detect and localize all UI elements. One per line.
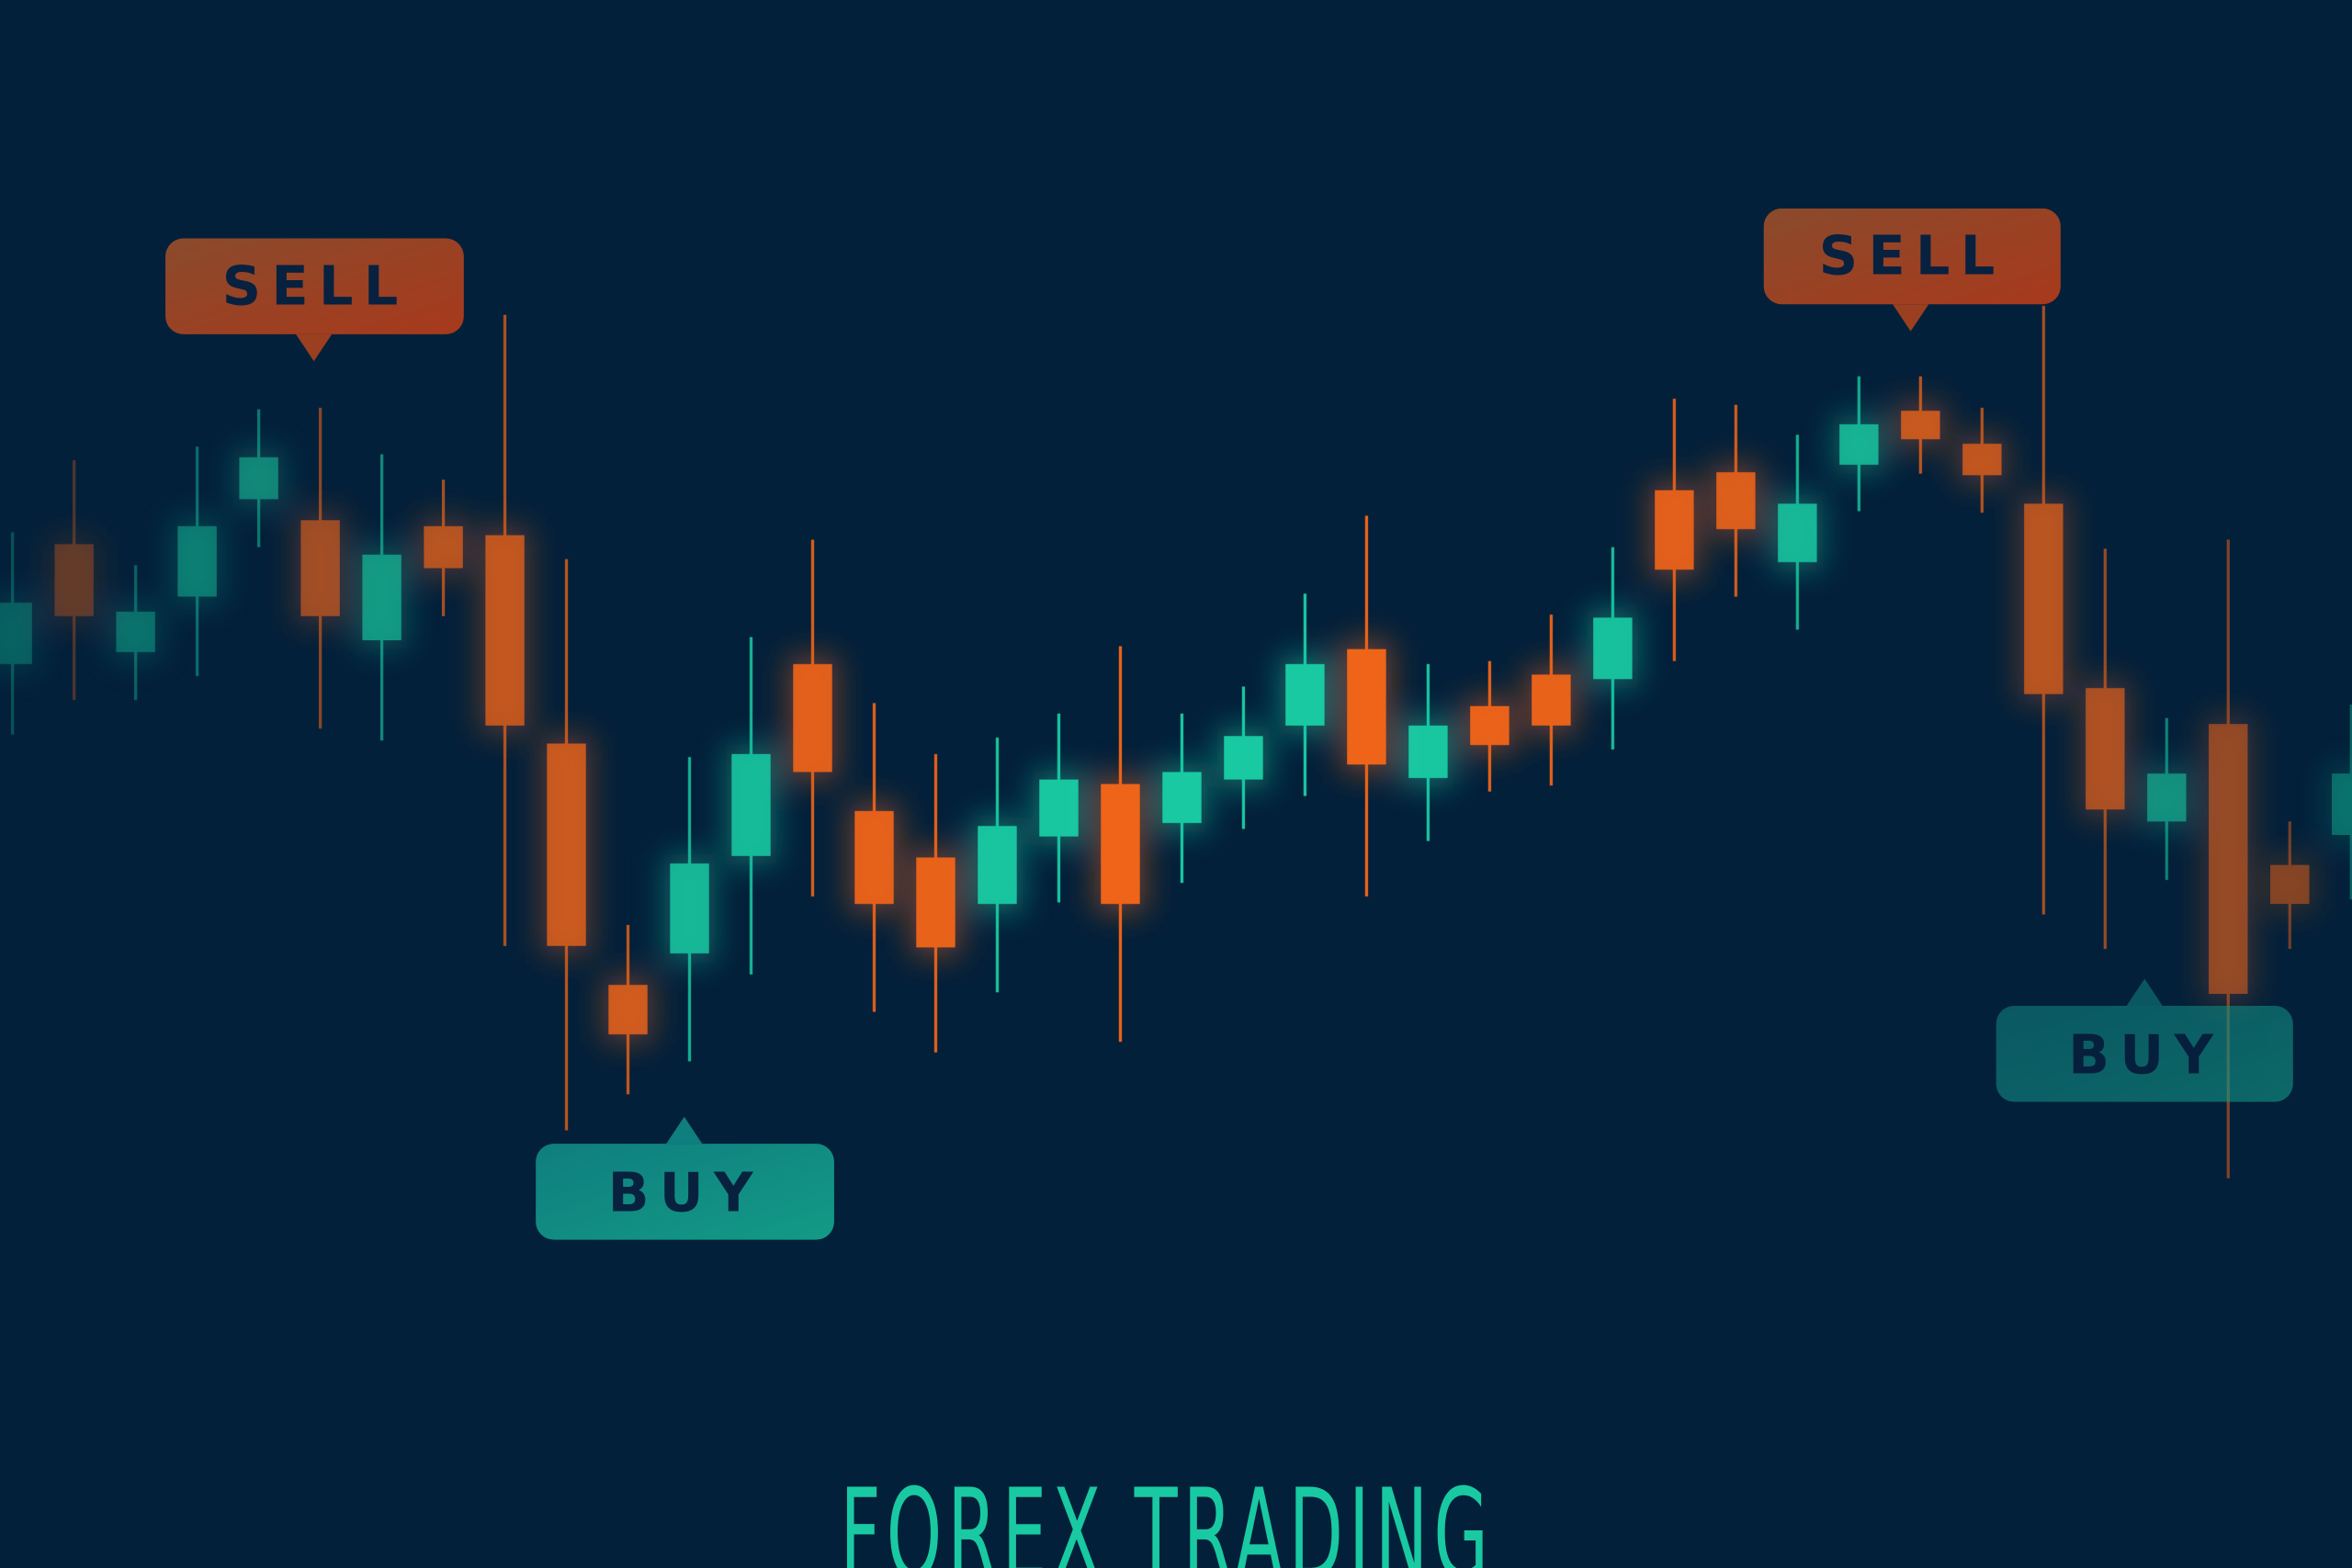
buy-label-text: BUY — [608, 1161, 763, 1224]
candle-body — [1716, 472, 1756, 530]
bearish-candle — [54, 460, 94, 701]
candle-body — [854, 810, 894, 905]
bullish-candle — [978, 737, 1017, 993]
bullish-candle — [1839, 376, 1879, 512]
candle-body — [547, 743, 586, 946]
candle-body — [1347, 649, 1386, 765]
candle-body — [2086, 688, 2125, 810]
bullish-candle — [2332, 705, 2352, 900]
candle-body — [2147, 773, 2187, 822]
candle-body — [1901, 411, 1940, 440]
candle-body — [2270, 864, 2310, 905]
bullish-candle — [1224, 686, 1263, 829]
candle-body — [0, 603, 32, 664]
candle-body — [793, 663, 832, 773]
candle-glow — [2325, 764, 2352, 844]
bullish-candle — [362, 454, 401, 741]
bullish-candle — [177, 446, 217, 677]
bearish-candle — [1532, 615, 1571, 786]
candle-body — [1962, 444, 2002, 476]
bearish-candle — [1655, 399, 1694, 661]
bearish-candle — [2086, 548, 2125, 950]
candle-glow — [2264, 855, 2316, 913]
page-title: FOREX TRADING — [840, 1462, 1494, 1568]
bullish-candle — [670, 757, 709, 1062]
sell-label-right: SELL — [1763, 208, 2061, 332]
bearish-candle — [1101, 646, 1140, 1043]
candle-body — [1839, 423, 1879, 465]
sell-label-text: SELL — [222, 254, 409, 317]
candle-body — [1655, 490, 1694, 570]
bearish-candle — [485, 314, 525, 946]
bearish-candle — [547, 558, 586, 1131]
candle-body — [1778, 503, 1817, 562]
candle-body — [731, 753, 771, 856]
bullish-candle — [1285, 593, 1325, 796]
bearish-candle — [608, 924, 648, 1095]
candle-body — [1101, 784, 1140, 905]
candle-body — [2024, 503, 2064, 694]
bearish-candle — [1716, 404, 1756, 597]
candle-body — [54, 544, 94, 616]
candle-body — [485, 535, 525, 726]
candle-body — [116, 611, 155, 652]
candle-glow — [109, 603, 162, 661]
bullish-candle — [239, 409, 278, 547]
bullish-candle — [1408, 663, 1448, 841]
bullish-candle — [2147, 717, 2187, 880]
candle-body — [1470, 705, 1510, 746]
candle-body — [1408, 725, 1448, 778]
bullish-candle — [1593, 547, 1633, 750]
bearish-candle — [1470, 660, 1510, 792]
bearish-candle — [2270, 821, 2310, 950]
candle-body — [1532, 674, 1571, 726]
candle-body — [608, 985, 648, 1035]
buy-label-left: BUY — [536, 1116, 834, 1240]
candle-body — [670, 863, 709, 953]
bullish-candle — [1778, 434, 1817, 630]
candle-body — [177, 525, 217, 597]
bullish-candle — [1039, 713, 1079, 903]
bullish-candle — [1162, 713, 1202, 884]
bearish-candle — [854, 703, 894, 1012]
candle-body — [916, 857, 956, 948]
sell-label-text: SELL — [1819, 224, 2006, 288]
buy-label-right: BUY — [1996, 978, 2293, 1102]
candle-body — [239, 457, 278, 500]
candle-body — [1039, 779, 1079, 837]
candle-body — [362, 554, 401, 640]
buy-label-text: BUY — [2068, 1022, 2223, 1086]
candle-body — [300, 520, 340, 616]
candle-glow — [48, 535, 100, 626]
candle-glow — [171, 517, 223, 606]
bullish-candle — [0, 532, 32, 735]
candle-body — [1224, 736, 1263, 780]
bullish-candle — [116, 565, 155, 701]
bearish-candle — [2024, 305, 2064, 915]
candle-body — [1285, 663, 1325, 726]
candle-body — [2209, 724, 2248, 994]
bearish-candle — [424, 479, 463, 616]
candle-body — [2332, 773, 2352, 835]
bearish-candle — [793, 539, 832, 897]
candles-layer — [0, 305, 2352, 1179]
candle-body — [424, 525, 463, 569]
candle-glow — [0, 593, 39, 673]
bearish-candle — [1962, 407, 2002, 513]
candle-body — [1162, 772, 1202, 823]
bearish-candle — [300, 407, 340, 729]
sell-label-left: SELL — [165, 238, 464, 362]
candle-body — [1593, 617, 1633, 680]
bearish-candle — [1347, 515, 1386, 897]
bearish-candle — [916, 753, 956, 1053]
candle-body — [978, 826, 1017, 905]
bearish-candle — [1901, 376, 1940, 474]
bullish-candle — [731, 637, 771, 975]
